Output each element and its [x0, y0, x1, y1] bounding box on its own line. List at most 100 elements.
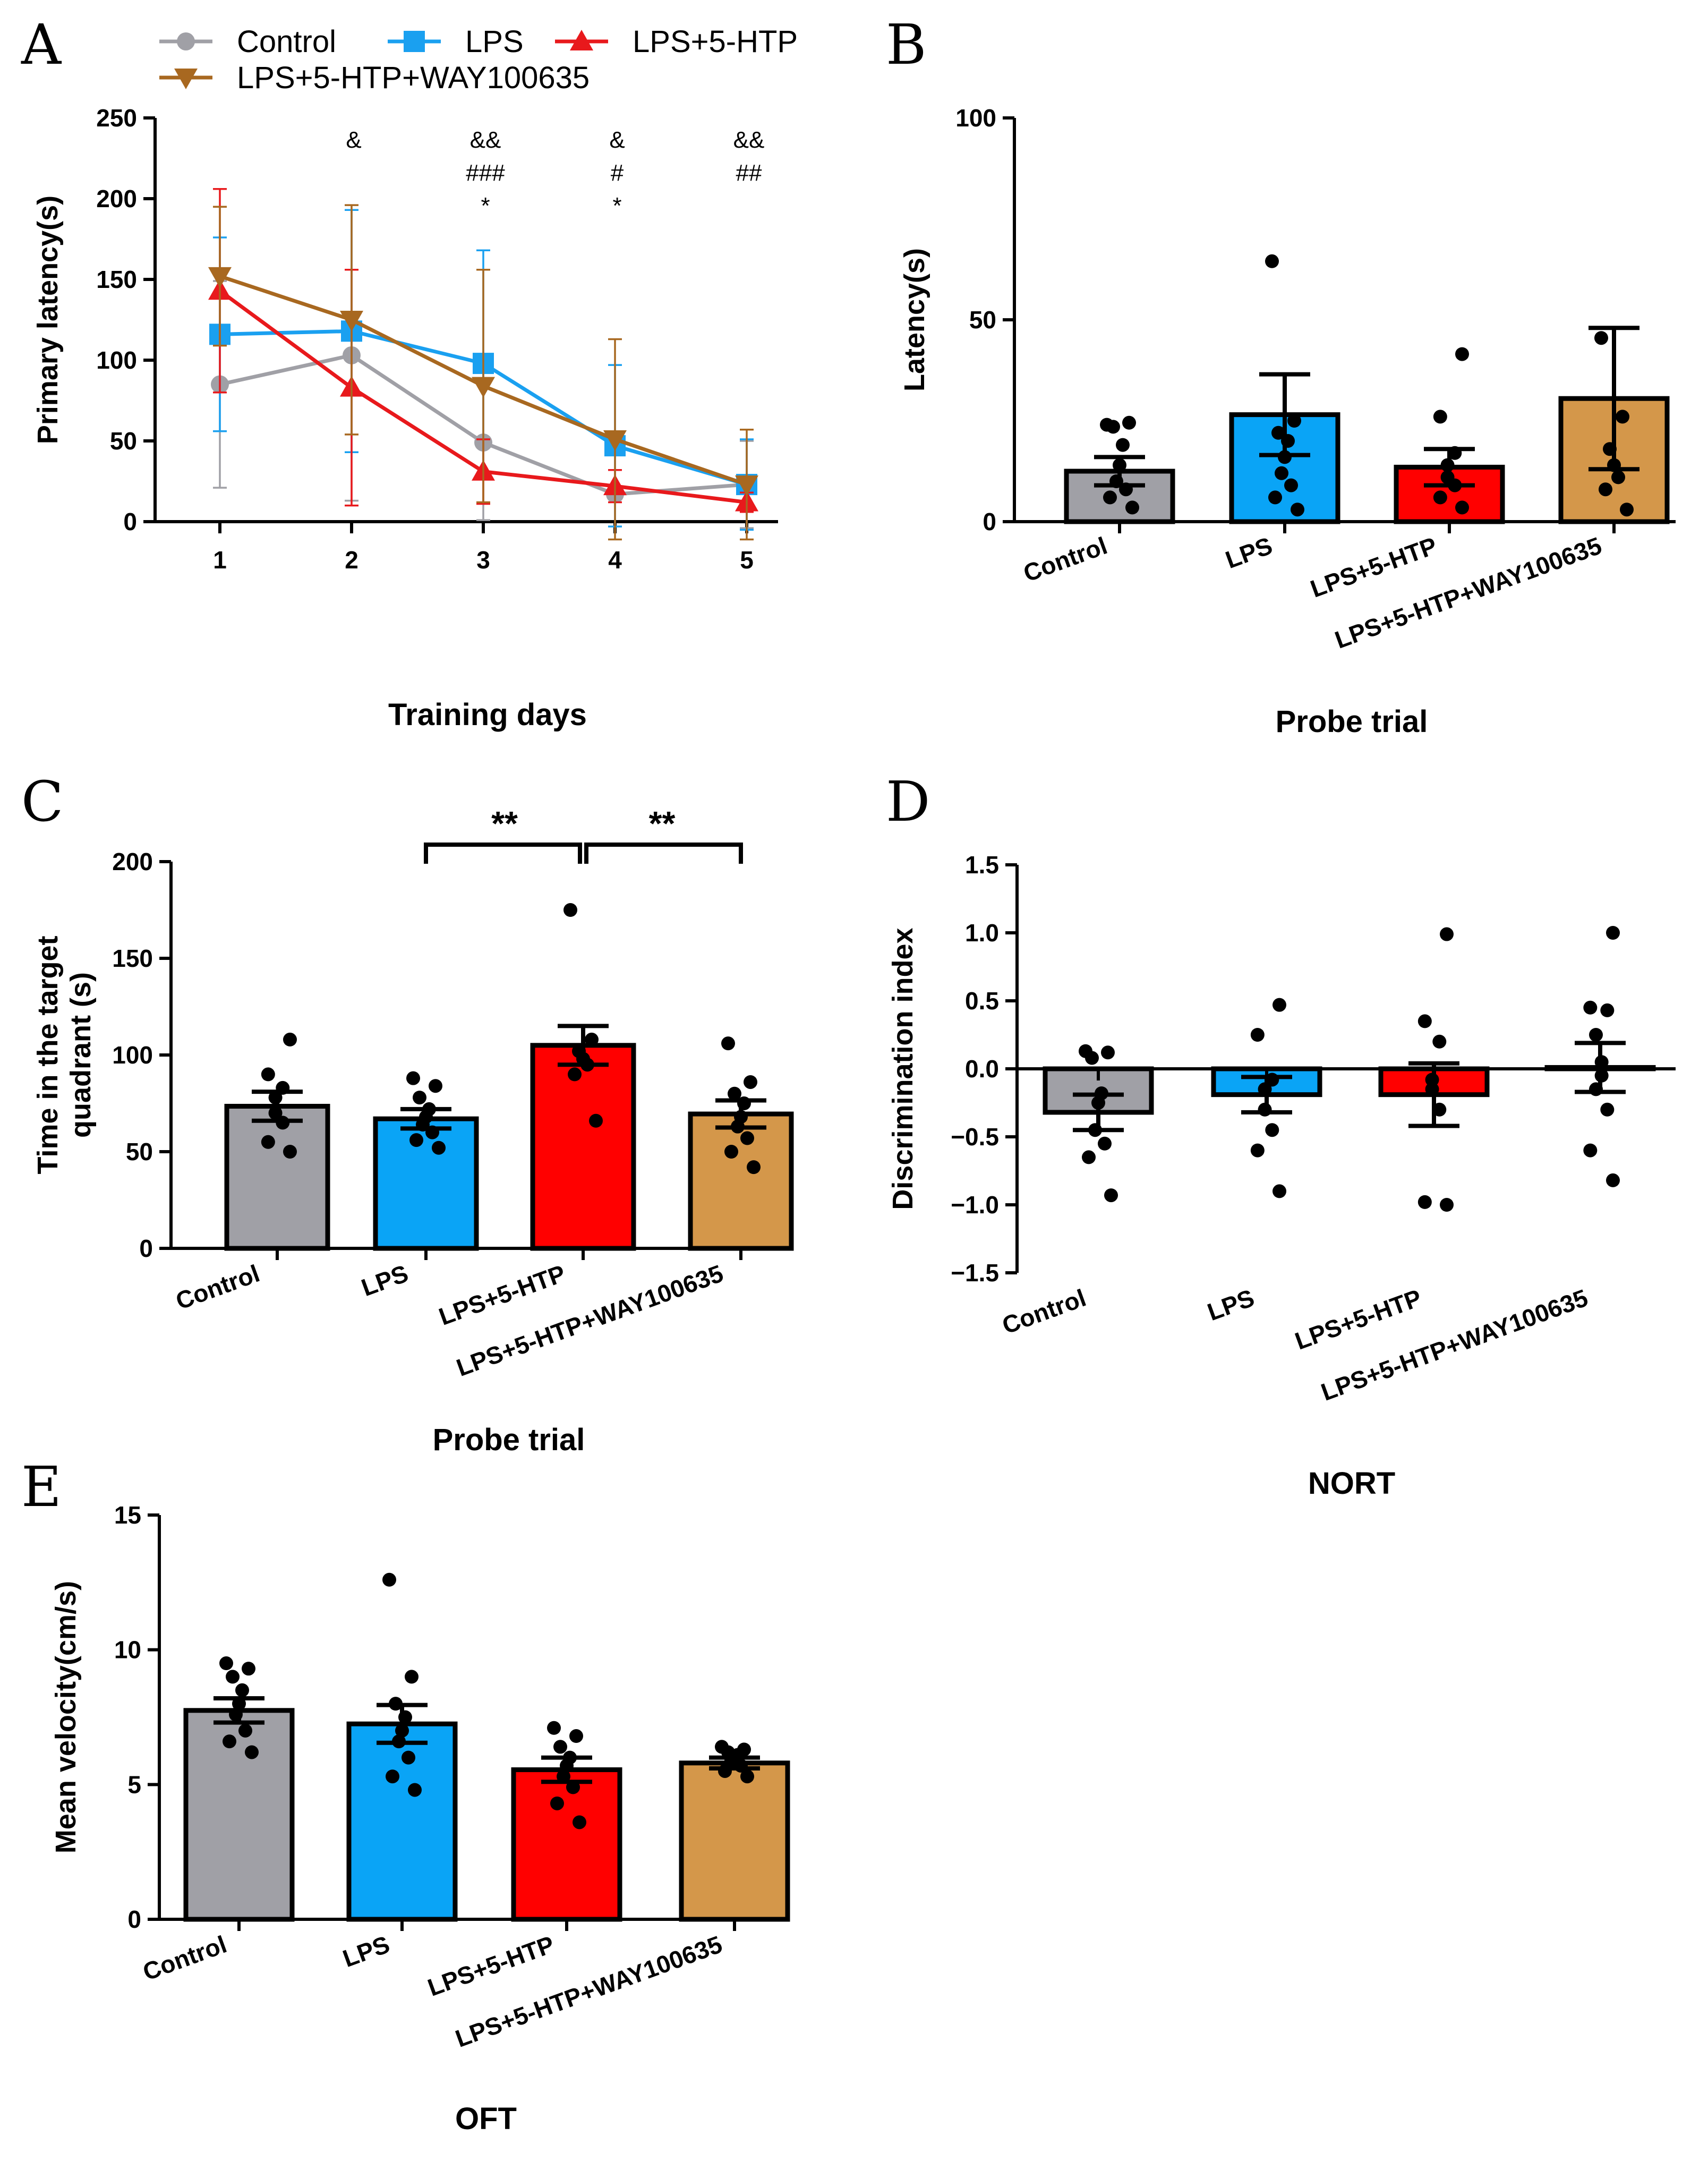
- x-axis-title: NORT: [1308, 1466, 1395, 1501]
- data-point: [402, 1750, 415, 1765]
- data-point: [1440, 1198, 1454, 1212]
- data-point: [1082, 1150, 1096, 1164]
- y-tick-label: 0: [127, 1905, 141, 1933]
- y-tick-label: 50: [110, 427, 137, 455]
- y-axis-title: quadrant (s): [65, 972, 97, 1138]
- data-point: [721, 1036, 735, 1051]
- x-category-label: LPS+5-HTP: [435, 1260, 569, 1331]
- data-point: [1599, 482, 1612, 497]
- data-point: [1100, 418, 1114, 432]
- significance-annotation: ###: [466, 160, 505, 186]
- y-tick-label: 100: [96, 346, 137, 374]
- y-tick-label: 0: [123, 508, 137, 535]
- data-point: [219, 1656, 233, 1671]
- data-point: [1583, 1143, 1598, 1158]
- y-axis-title: Latency(s): [899, 248, 930, 392]
- x-axis-title: OFT: [455, 2102, 517, 2136]
- bracket-line: [584, 843, 743, 864]
- x-category-label: Control: [1020, 532, 1111, 588]
- data-point: [261, 1135, 275, 1149]
- data-point: [408, 1783, 422, 1797]
- y-tick-label: −1.0: [951, 1191, 999, 1219]
- data-point: [1101, 1045, 1115, 1060]
- data-point: [744, 1075, 757, 1089]
- bar: [688, 1111, 794, 1251]
- data-point: [283, 1032, 297, 1047]
- panel-a-line-chart: 0 50 100 150 200 250 1 2 3 4 5 Training days Primary…: [32, 24, 798, 732]
- data-point: [405, 1670, 419, 1684]
- data-point: [1284, 478, 1298, 492]
- x-category-label: LPS+5-HTP+WAY100635: [1331, 532, 1605, 654]
- data-point: [1433, 410, 1447, 424]
- x-category-label: LPS: [339, 1930, 394, 1972]
- y-tick-label: 0: [983, 508, 996, 535]
- data-point: [406, 1071, 420, 1085]
- data-point: [1417, 1195, 1432, 1209]
- data-point: [1265, 254, 1279, 268]
- significance-label: **: [649, 804, 676, 843]
- bar: [183, 1708, 295, 1922]
- x-axis-title: Probe trial: [1276, 704, 1428, 739]
- data-point: [238, 1723, 252, 1738]
- legend-label: LPS: [465, 24, 524, 59]
- data-point: [1606, 926, 1620, 940]
- legend-item: LPS+5-HTP: [555, 24, 798, 59]
- legend-marker: [177, 32, 195, 50]
- data-point: [1600, 1003, 1615, 1017]
- data-point: [432, 1141, 446, 1155]
- data-point: [1433, 490, 1447, 505]
- data-point: [568, 1067, 582, 1082]
- data-point: [573, 1815, 586, 1830]
- y-tick-label: 0.5: [965, 987, 999, 1015]
- y-tick-label: 50: [126, 1138, 153, 1165]
- bracket-line: [424, 843, 582, 864]
- legend-marker: [404, 31, 425, 52]
- x-category-label: LPS+5-HTP: [424, 1930, 558, 2002]
- x-tick-label: 1: [213, 546, 227, 574]
- data-point: [1125, 500, 1139, 515]
- significance-bracket: **: [584, 804, 743, 864]
- significance-label: **: [491, 804, 518, 843]
- data-point: [242, 1662, 255, 1676]
- y-tick-label: 10: [114, 1636, 141, 1664]
- x-category-label: LPS+5-HTP: [1291, 1284, 1425, 1355]
- panel-e-bar-chart: 0 5 10 15 Control LPS LPS+5-HTPLPS+5-HTP+WAY10…: [50, 1501, 790, 2136]
- data-point: [1432, 1034, 1447, 1049]
- data-point: [1455, 347, 1469, 361]
- bar: [346, 1721, 458, 1922]
- panel-label-d: D: [886, 769, 930, 834]
- data-point: [1103, 490, 1117, 505]
- data-point: [1606, 1173, 1620, 1187]
- data-point: [1265, 1123, 1279, 1137]
- data-point: [1250, 1143, 1265, 1158]
- data-point: [569, 1729, 583, 1743]
- significance-annotation: &: [346, 127, 361, 153]
- panel-label-a: A: [21, 12, 62, 77]
- y-tick-label: −1.5: [951, 1259, 999, 1287]
- y-axis-title: Time in the target: [32, 935, 64, 1174]
- data-point: [1620, 503, 1634, 517]
- y-tick-label: 0.0: [965, 1055, 999, 1083]
- data-point: [261, 1067, 275, 1082]
- data-point: [1271, 426, 1285, 440]
- data-point: [589, 1113, 603, 1128]
- bar: [373, 1116, 479, 1251]
- data-point: [409, 1133, 423, 1147]
- bar: [511, 1767, 622, 1922]
- y-tick-label: 200: [96, 185, 137, 212]
- legend-item: LPS+5-HTP+WAY100635: [159, 61, 590, 95]
- significance-annotation: &: [609, 127, 625, 153]
- data-point: [1098, 1136, 1112, 1151]
- y-tick-label: 100: [955, 104, 996, 132]
- data-point: [547, 1721, 561, 1735]
- panel-label-e: E: [21, 1454, 62, 1519]
- significance-annotation: &&: [470, 127, 501, 153]
- data-point: [1122, 415, 1136, 430]
- data-point: [737, 1742, 751, 1757]
- data-point: [1455, 500, 1469, 515]
- y-tick-label: 0: [139, 1235, 153, 1262]
- data-point: [472, 377, 495, 398]
- data-point: [245, 1745, 259, 1759]
- x-category-label: LPS: [1222, 532, 1276, 574]
- data-point: [1116, 438, 1130, 452]
